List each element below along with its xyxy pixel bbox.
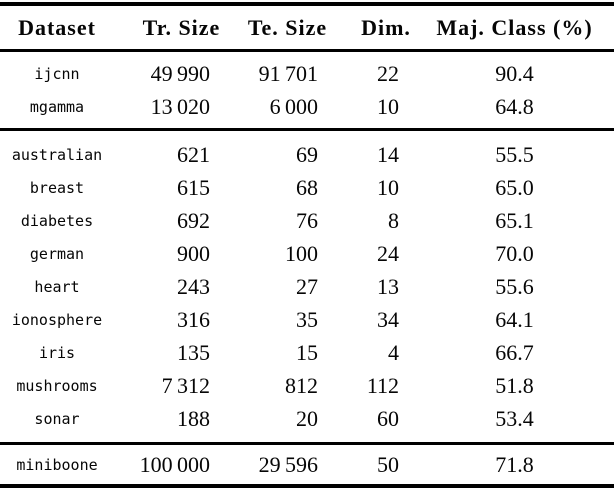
cell-maj-class: 55.6 xyxy=(495,273,534,299)
cell-dim: 13 xyxy=(377,273,399,299)
column-header-te-size: Te. Size xyxy=(247,14,328,40)
table-row-iris: iris 135 15 4 66.7 xyxy=(0,336,614,369)
section-small-datasets: australian 621 69 14 55.5 breast 615 68 10 65.0 di… xyxy=(0,131,614,442)
cell-maj-class: 90.4 xyxy=(495,60,534,86)
cell-te-size: 812 xyxy=(285,372,318,398)
cell-te-size: 69 xyxy=(296,141,318,167)
header-rule xyxy=(0,49,614,52)
cell-dim: 34 xyxy=(377,306,399,332)
cell-tr-size: 316 xyxy=(177,306,210,332)
cell-tr-size: 49 990 xyxy=(150,60,210,86)
cell-dataset: mgamma xyxy=(29,97,85,116)
cell-dataset: heart xyxy=(34,277,80,296)
table-row-diabetes: diabetes 692 76 8 65.1 xyxy=(0,204,614,237)
cell-dataset: breast xyxy=(29,178,85,197)
column-header-maj-class: Maj. Class (%) xyxy=(436,14,593,40)
cell-dataset: australian xyxy=(11,145,103,164)
cell-dim: 24 xyxy=(377,240,399,266)
cell-tr-size: 243 xyxy=(177,273,210,299)
cell-dataset: german xyxy=(29,244,85,263)
cell-tr-size: 100 000 xyxy=(139,451,210,477)
cell-dataset: diabetes xyxy=(20,211,94,230)
cell-tr-size: 900 xyxy=(177,240,210,266)
cell-dim: 4 xyxy=(388,339,399,365)
cell-dim: 50 xyxy=(377,451,399,477)
cell-tr-size: 13 020 xyxy=(150,93,210,119)
cell-maj-class: 53.4 xyxy=(495,405,534,431)
cell-te-size: 29 596 xyxy=(258,451,318,477)
cell-maj-class: 64.1 xyxy=(495,306,534,332)
table-row-ionosphere: ionosphere 316 35 34 64.1 xyxy=(0,303,614,336)
cell-dim: 22 xyxy=(377,60,399,86)
cell-tr-size: 692 xyxy=(177,207,210,233)
cell-dim: 14 xyxy=(377,141,399,167)
table-row-australian: australian 621 69 14 55.5 xyxy=(0,138,614,171)
cell-tr-size: 615 xyxy=(177,174,210,200)
cell-maj-class: 55.5 xyxy=(495,141,534,167)
mid-rule-1 xyxy=(0,128,614,131)
table-row-sonar: sonar 188 20 60 53.4 xyxy=(0,402,614,435)
cell-dataset: sonar xyxy=(34,409,80,428)
cell-maj-class: 71.8 xyxy=(495,451,534,477)
cell-dim: 10 xyxy=(377,174,399,200)
column-header-dim: Dim. xyxy=(361,14,411,40)
cell-dataset: iris xyxy=(38,343,76,362)
cell-maj-class: 65.0 xyxy=(495,174,534,200)
top-rule xyxy=(0,2,614,6)
cell-dim: 8 xyxy=(388,207,399,233)
cell-maj-class: 66.7 xyxy=(495,339,534,365)
cell-dataset: ionosphere xyxy=(11,310,103,329)
table-row-breast: breast 615 68 10 65.0 xyxy=(0,171,614,204)
column-header-tr-size: Tr. Size xyxy=(142,14,221,40)
cell-te-size: 68 xyxy=(296,174,318,200)
cell-maj-class: 70.0 xyxy=(495,240,534,266)
cell-tr-size: 135 xyxy=(177,339,210,365)
cell-maj-class: 51.8 xyxy=(495,372,534,398)
section-medium-datasets: ijcnn 49 990 91 701 22 90.4 mgamma 13 020 6 000… xyxy=(0,52,614,128)
cell-dataset: ijcnn xyxy=(34,64,80,83)
cell-tr-size: 7 312 xyxy=(161,372,210,398)
cell-te-size: 20 xyxy=(296,405,318,431)
column-header-dataset: Dataset xyxy=(18,14,96,40)
cell-dim: 60 xyxy=(377,405,399,431)
cell-maj-class: 64.8 xyxy=(495,93,534,119)
cell-tr-size: 188 xyxy=(177,405,210,431)
table-row-german: german 900 100 24 70.0 xyxy=(0,237,614,270)
cell-te-size: 91 701 xyxy=(258,60,318,86)
cell-te-size: 76 xyxy=(296,207,318,233)
cell-te-size: 15 xyxy=(296,339,318,365)
cell-dim: 10 xyxy=(377,93,399,119)
table-header-row: Dataset Tr. Size Te. Size Dim. Maj. Clas… xyxy=(0,6,614,49)
cell-tr-size: 621 xyxy=(177,141,210,167)
table-row-mgamma: mgamma 13 020 6 000 10 64.8 xyxy=(0,90,614,123)
cell-dim: 112 xyxy=(366,372,399,398)
table-row-ijcnn: ijcnn 49 990 91 701 22 90.4 xyxy=(0,57,614,90)
cell-dataset: miniboone xyxy=(16,455,98,474)
table-row-mushrooms: mushrooms 7 312 812 112 51.8 xyxy=(0,369,614,402)
bottom-rule xyxy=(0,484,614,488)
table-row-miniboone: miniboone 100 000 29 596 50 71.8 xyxy=(0,448,614,481)
cell-dataset: mushrooms xyxy=(16,376,98,395)
mid-rule-2 xyxy=(0,442,614,445)
table-row-heart: heart 243 27 13 55.6 xyxy=(0,270,614,303)
cell-te-size: 100 xyxy=(285,240,318,266)
cell-te-size: 27 xyxy=(296,273,318,299)
cell-te-size: 35 xyxy=(296,306,318,332)
cell-maj-class: 65.1 xyxy=(495,207,534,233)
section-large-dataset: miniboone 100 000 29 596 50 71.8 xyxy=(0,445,614,484)
cell-te-size: 6 000 xyxy=(269,93,318,119)
